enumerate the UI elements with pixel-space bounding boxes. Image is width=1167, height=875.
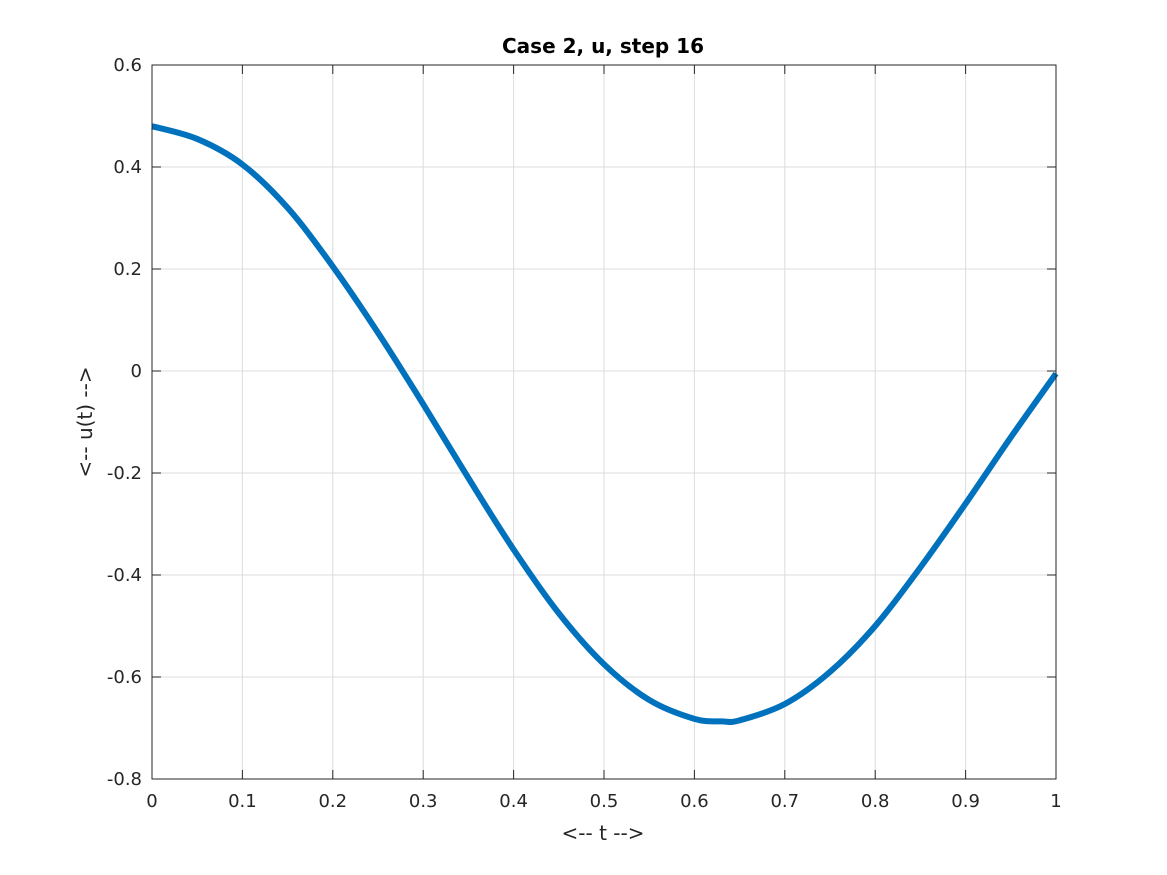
series-layer: [151, 123, 1059, 726]
y-tick-label: -0.8: [107, 769, 142, 790]
x-tick-label: 0: [146, 791, 157, 812]
chart-title: Case 2, u, step 16: [502, 34, 704, 58]
y-tick-label: -0.6: [107, 667, 142, 688]
x-tick-label: 0.1: [228, 791, 257, 812]
x-tick-label: 1: [1050, 791, 1061, 812]
x-tick-label: 0.3: [409, 791, 438, 812]
x-tick-label: 0.2: [318, 791, 347, 812]
x-tick-label: 0.9: [951, 791, 980, 812]
x-axis-label: <-- t -->: [562, 821, 645, 845]
y-axis-label: <-- u(t) -->: [73, 366, 97, 477]
y-tick-label: -0.2: [107, 463, 142, 484]
y-tick-label: 0.4: [113, 157, 142, 178]
y-tick-label: 0.2: [113, 259, 142, 280]
x-tick-label: 0.7: [770, 791, 799, 812]
x-tick-label: 0.5: [590, 791, 619, 812]
x-tick-label: 0.6: [680, 791, 709, 812]
y-tick-label: 0: [131, 361, 142, 382]
y-tick-label: -0.4: [107, 565, 142, 586]
tick-labels: 0 0.1 0.2 0.3 0.4 0.5 0.6 0.7 0.8 0.9 1 -0.8 -0.6 -0.…: [107, 55, 1062, 812]
series-line: [151, 123, 1059, 726]
ticks: [151, 64, 1057, 780]
x-tick-label: 0.8: [861, 791, 890, 812]
x-tick-label: 0.4: [499, 791, 528, 812]
y-tick-label: 0.6: [113, 55, 142, 76]
